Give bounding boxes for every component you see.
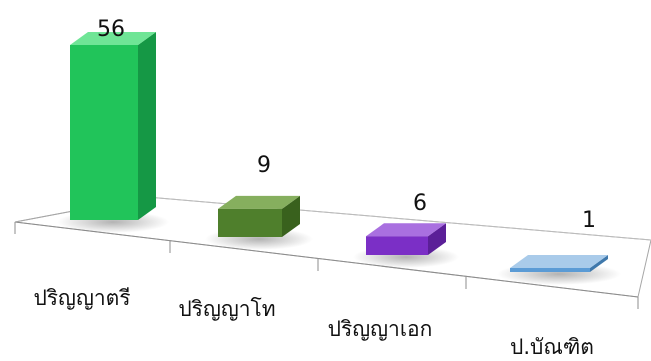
category-label: ปริญญาโท (178, 297, 275, 321)
bar-side (428, 223, 446, 255)
bar-top (70, 32, 156, 45)
category-label: ปริญญาเอก (328, 317, 433, 341)
bar (353, 223, 459, 268)
data-label: 6 (413, 191, 427, 216)
category-label: ปริญญาตรี (33, 286, 130, 310)
data-labels: 56 9 6 1 (97, 17, 596, 233)
bar-series (57, 32, 621, 285)
category-labels: ปริญญาตรี ปริญญาโท ปริญญาเอก ป.บัณฑิต (33, 286, 594, 359)
bar (205, 195, 313, 250)
bar-front (366, 236, 428, 255)
bar-top (366, 223, 446, 237)
floor-front-edge (14, 221, 639, 298)
bar-front (70, 45, 138, 220)
data-label: 56 (97, 17, 125, 42)
data-label: 9 (257, 153, 271, 178)
bar-top (510, 255, 608, 268)
bar (497, 255, 621, 285)
bar-front (218, 208, 282, 237)
data-label: 1 (582, 208, 596, 233)
category-label: ป.บัณฑิต (510, 335, 594, 359)
bar-side (282, 195, 300, 237)
bar-side (590, 255, 608, 272)
bar (57, 32, 169, 233)
bar-top (218, 195, 300, 209)
bar-front (510, 268, 590, 272)
bar-side (138, 32, 156, 220)
